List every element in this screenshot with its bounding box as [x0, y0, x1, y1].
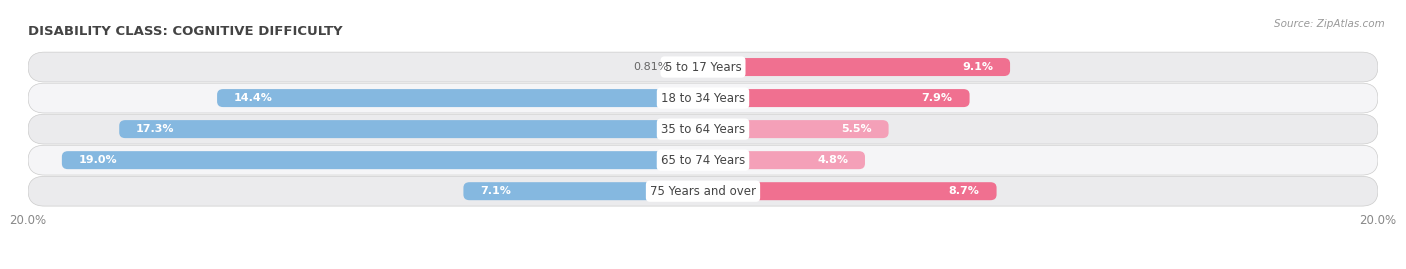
FancyBboxPatch shape — [703, 120, 889, 138]
Text: 7.1%: 7.1% — [481, 186, 512, 196]
Text: 7.9%: 7.9% — [922, 93, 953, 103]
FancyBboxPatch shape — [62, 151, 703, 169]
Text: 65 to 74 Years: 65 to 74 Years — [661, 154, 745, 167]
Text: 75 Years and over: 75 Years and over — [650, 185, 756, 198]
Text: 17.3%: 17.3% — [136, 124, 174, 134]
Text: 5.5%: 5.5% — [841, 124, 872, 134]
FancyBboxPatch shape — [703, 182, 997, 200]
Text: 4.8%: 4.8% — [817, 155, 848, 165]
FancyBboxPatch shape — [703, 151, 865, 169]
FancyBboxPatch shape — [703, 89, 970, 107]
Text: 19.0%: 19.0% — [79, 155, 117, 165]
FancyBboxPatch shape — [28, 83, 1378, 113]
Text: DISABILITY CLASS: COGNITIVE DIFFICULTY: DISABILITY CLASS: COGNITIVE DIFFICULTY — [28, 24, 343, 38]
FancyBboxPatch shape — [676, 58, 703, 76]
FancyBboxPatch shape — [28, 176, 1378, 206]
Text: 8.7%: 8.7% — [949, 186, 980, 196]
Text: 18 to 34 Years: 18 to 34 Years — [661, 91, 745, 105]
FancyBboxPatch shape — [464, 182, 703, 200]
Text: 5 to 17 Years: 5 to 17 Years — [665, 61, 741, 73]
FancyBboxPatch shape — [28, 52, 1378, 82]
FancyBboxPatch shape — [28, 145, 1378, 175]
Text: 9.1%: 9.1% — [962, 62, 993, 72]
Text: 14.4%: 14.4% — [233, 93, 273, 103]
Text: 35 to 64 Years: 35 to 64 Years — [661, 123, 745, 136]
FancyBboxPatch shape — [217, 89, 703, 107]
Text: 0.81%: 0.81% — [634, 62, 669, 72]
FancyBboxPatch shape — [28, 114, 1378, 144]
FancyBboxPatch shape — [703, 58, 1010, 76]
FancyBboxPatch shape — [120, 120, 703, 138]
Text: Source: ZipAtlas.com: Source: ZipAtlas.com — [1274, 19, 1385, 29]
